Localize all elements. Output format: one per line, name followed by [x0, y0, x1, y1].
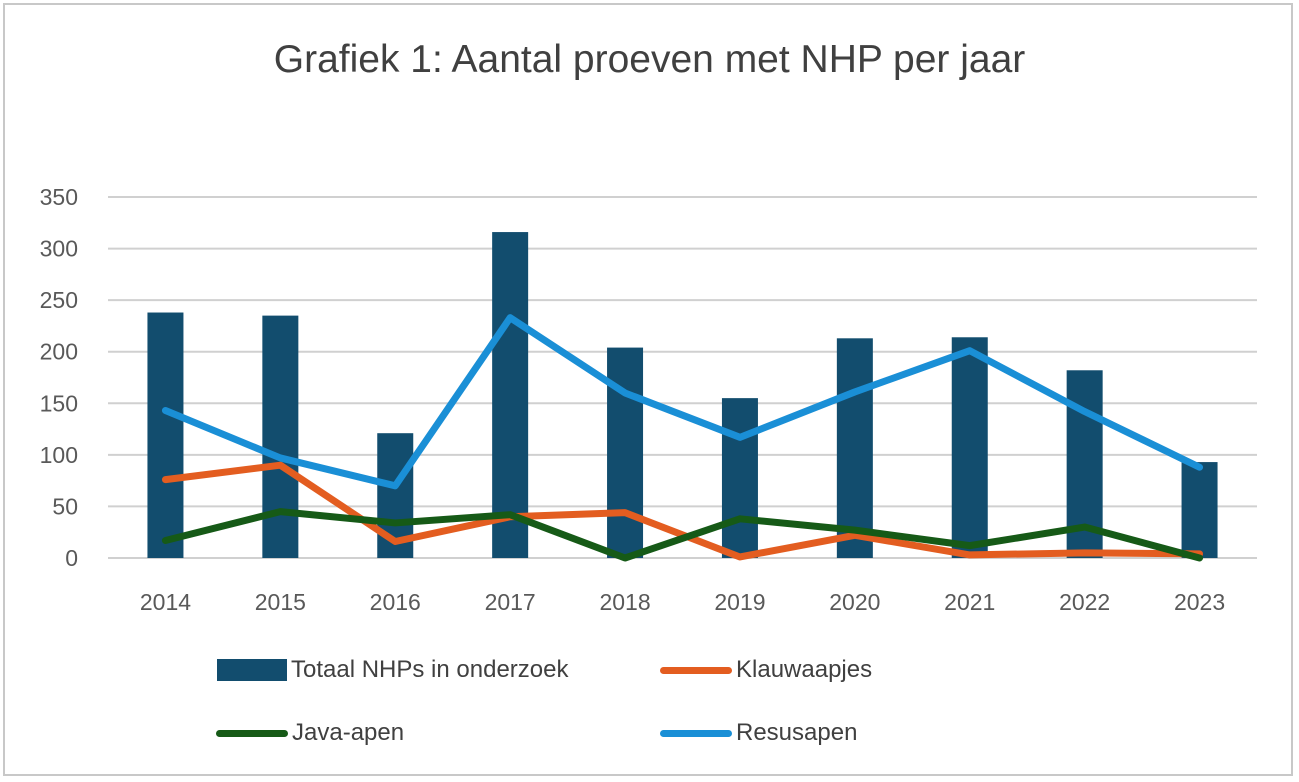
- legend-label-resusapen: Resusapen: [736, 719, 858, 746]
- line-resusapen: [161, 314, 1204, 490]
- legend-item-java-apen: Java-apen: [216, 719, 404, 747]
- line-java-apen: [161, 508, 1204, 562]
- x-tick-label: 2015: [255, 589, 306, 615]
- y-tick-label: 100: [40, 442, 78, 468]
- x-tick-label: 2021: [944, 589, 995, 615]
- bar-2014: [147, 312, 184, 558]
- chart-title: Grafiek 1: Aantal proeven met NHP per ja…: [273, 38, 1026, 81]
- legend-label-java-apen: Java-apen: [292, 719, 405, 746]
- legend-swatch-java-apen: [216, 729, 288, 737]
- x-tick-label: 2016: [370, 589, 421, 615]
- x-tick-label: 2019: [714, 589, 765, 615]
- legend-item-resusapen: Resusapen: [660, 719, 857, 747]
- y-tick-label: 350: [40, 184, 78, 210]
- x-tick-label: 2014: [140, 589, 191, 615]
- y-axis-ticks: 0 50 100 150 200 250 300 350: [40, 184, 78, 571]
- bar-series: [147, 232, 1218, 558]
- x-tick-label: 2020: [829, 589, 880, 615]
- legend-label-totaal: Totaal NHPs in onderzoek: [291, 656, 569, 683]
- legend-swatch-klauwaapjes: [660, 666, 732, 674]
- bar-2019: [721, 398, 758, 558]
- x-tick-label: 2018: [599, 589, 650, 615]
- bar-2015: [262, 315, 299, 558]
- bar-2021: [951, 337, 988, 558]
- line-series: [161, 314, 1204, 562]
- y-tick-label: 50: [52, 493, 78, 519]
- legend-swatch-resusapen: [660, 729, 732, 737]
- bar-2017: [492, 232, 529, 558]
- x-tick-label: 2022: [1059, 589, 1110, 615]
- y-tick-label: 0: [65, 545, 78, 571]
- legend-item-totaal: Totaal NHPs in onderzoek: [217, 656, 568, 684]
- y-tick-label: 250: [40, 287, 78, 313]
- legend-item-klauwaapjes: Klauwaapjes: [660, 656, 872, 684]
- x-tick-label: 2023: [1174, 589, 1225, 615]
- bar-2018: [607, 347, 644, 558]
- y-tick-label: 300: [40, 236, 78, 262]
- bar-2020: [836, 338, 873, 558]
- line-klauwaapjes: [161, 461, 1204, 561]
- legend-label-klauwaapjes: Klauwaapjes: [736, 656, 873, 683]
- bar-2023: [1181, 462, 1218, 558]
- legend-swatch-totaal: [217, 659, 287, 681]
- x-axis-ticks: 2014 2015 2016 2017 2018 2019 2020 2021 2022 2023: [140, 589, 1225, 615]
- y-tick-label: 200: [40, 339, 78, 365]
- y-tick-label: 150: [40, 390, 78, 416]
- x-tick-label: 2017: [485, 589, 536, 615]
